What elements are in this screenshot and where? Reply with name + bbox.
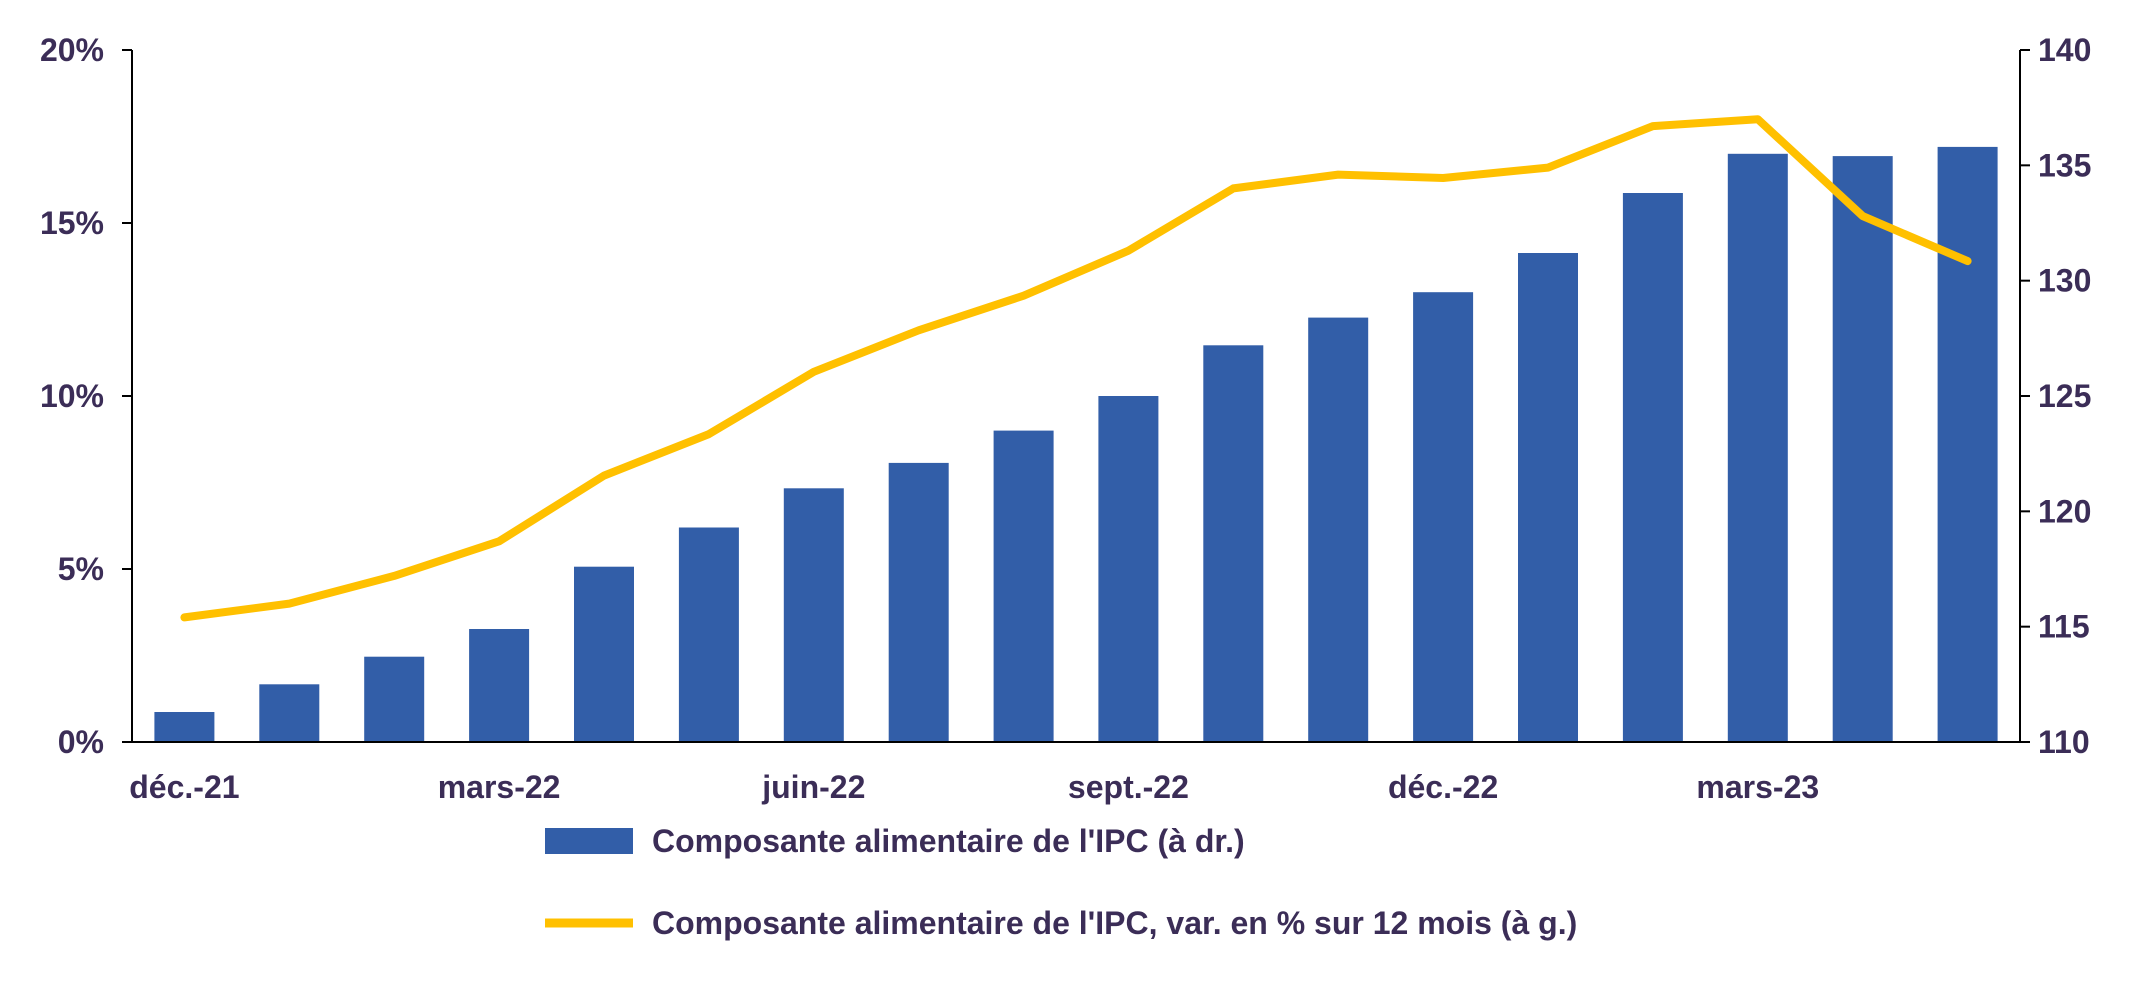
- right-tick-label: 115: [2038, 609, 2090, 645]
- left-tick-label: 0%: [58, 724, 104, 760]
- bar: [783, 488, 844, 742]
- right-tick-label: 135: [2038, 147, 2091, 183]
- bar: [888, 462, 949, 742]
- legend: Composante alimentaire de l'IPC (à dr.) …: [545, 823, 1577, 941]
- line-path: [180, 115, 1972, 622]
- bar: [469, 629, 530, 742]
- bar: [678, 527, 739, 742]
- left-axis-ticks: 0% 5% 10% 15% 20%: [40, 32, 132, 760]
- x-tick-label: mars-23: [1696, 769, 1819, 805]
- x-tick-label: déc.-21: [129, 769, 239, 805]
- legend-bar-label: Composante alimentaire de l'IPC (à dr.): [652, 823, 1245, 859]
- bar: [1937, 146, 1998, 742]
- bar: [1203, 345, 1264, 742]
- bar: [1413, 292, 1474, 742]
- bar-series: [154, 146, 1998, 743]
- bar: [993, 430, 1054, 742]
- bar: [574, 566, 634, 742]
- bar: [154, 712, 215, 742]
- bar: [364, 656, 425, 742]
- right-tick-label: 110: [2038, 724, 2090, 760]
- bar: [1727, 153, 1788, 743]
- legend-bar-swatch: [545, 828, 633, 854]
- left-tick-label: 20%: [40, 32, 104, 68]
- bar: [259, 684, 320, 742]
- x-tick-label: déc.-22: [1388, 769, 1498, 805]
- bar: [1098, 396, 1159, 742]
- bar: [1518, 253, 1578, 742]
- left-tick-label: 5%: [58, 551, 104, 587]
- left-tick-label: 10%: [40, 378, 104, 414]
- bar: [1308, 317, 1369, 742]
- x-tick-label: mars-22: [438, 769, 561, 805]
- x-tick-label: sept.-22: [1068, 769, 1189, 805]
- right-tick-label: 125: [2038, 378, 2091, 414]
- bar: [1622, 193, 1683, 742]
- left-tick-label: 15%: [40, 205, 104, 241]
- right-tick-label: 140: [2038, 32, 2091, 68]
- right-axis-ticks: 110 115 120 125 130 135 140: [2020, 32, 2091, 760]
- x-axis-ticks: déc.-21 mars-22 juin-22 sept.-22 déc.-22 mars…: [129, 769, 1819, 805]
- right-tick-label: 120: [2038, 493, 2091, 529]
- line-series: [180, 115, 1972, 622]
- bar: [1832, 156, 1893, 743]
- right-tick-label: 130: [2038, 263, 2091, 299]
- x-tick-label: juin-22: [761, 769, 865, 805]
- legend-line-label: Composante alimentaire de l'IPC, var. en…: [652, 905, 1577, 941]
